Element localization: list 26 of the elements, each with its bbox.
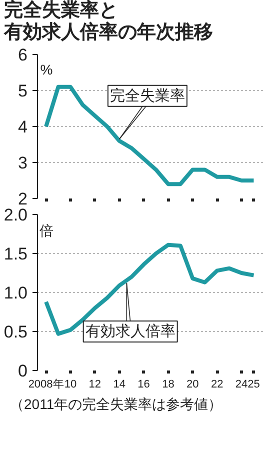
x-tick-label: 16 (138, 378, 150, 390)
y-tick-label: 3 (18, 154, 28, 172)
y-tick-label: 5 (18, 82, 28, 100)
x-tick-label: 18 (162, 378, 174, 390)
x-tick-label: 22 (210, 378, 224, 390)
x-tick-label: 12 (88, 378, 102, 390)
x-tick-label: 20 (186, 378, 199, 390)
line-series (44, 84, 256, 186)
x-tick-label: 2008年 (28, 378, 64, 390)
y-tick-label: 0 (18, 362, 28, 380)
y-tick-label: 2 (18, 190, 28, 208)
y-tick-label: 1.5 (4, 244, 28, 264)
x-tick-label: 24 (235, 378, 248, 390)
y-axis-title: 倍 (40, 222, 54, 238)
x-tick-label: 25 (248, 378, 260, 390)
y-tick-label: 4 (18, 118, 28, 136)
annotation: 有効求人倍率 (85, 323, 176, 340)
y-axis-title: % (40, 62, 53, 78)
x-tick-label: 14 (113, 378, 126, 390)
annotation: 完全失業率 (110, 87, 185, 104)
y-tick-label: 1.0 (4, 284, 28, 302)
y-tick-label: 6 (18, 46, 28, 64)
x-tick-label: 10 (64, 378, 77, 390)
y-tick-label: 0.5 (4, 322, 28, 342)
y-tick-label: 2.0 (4, 206, 28, 224)
text: （2011年の完全失業率は参考値） (10, 395, 222, 414)
